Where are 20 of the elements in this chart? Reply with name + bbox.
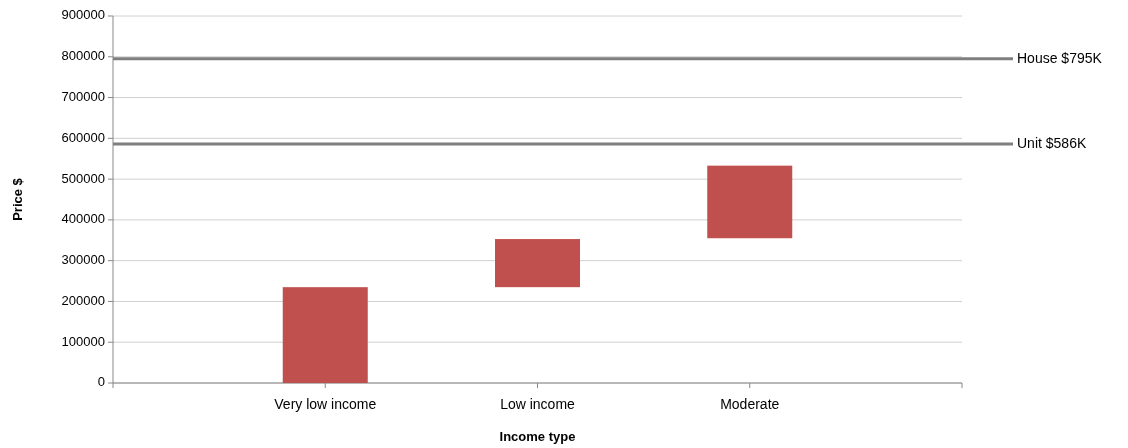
x-tick-label: Very low income <box>274 396 377 412</box>
y-axis-title: Price $ <box>10 177 25 221</box>
x-tick-label: Low income <box>500 396 576 412</box>
y-tick-label: 600000 <box>61 129 105 145</box>
y-tick-label: 800000 <box>61 48 105 64</box>
y-tick-label: 400000 <box>61 211 105 227</box>
ref-line-label: House $795K <box>1017 49 1103 66</box>
y-tick-label: 0 <box>97 374 105 390</box>
y-tick-label: 300000 <box>61 252 105 268</box>
y-tick-label: 100000 <box>61 333 105 349</box>
bar <box>707 165 793 239</box>
ref-line-label: Unit $586K <box>1017 134 1087 151</box>
y-tick-label: 900000 <box>61 7 105 23</box>
y-tick-label: 200000 <box>61 292 105 308</box>
bar <box>282 287 368 383</box>
bar <box>495 239 580 288</box>
y-tick-label: 700000 <box>61 88 105 104</box>
x-axis-title: Income type <box>499 429 576 444</box>
x-tick-label: Moderate <box>720 396 780 412</box>
y-tick-label: 500000 <box>61 170 105 186</box>
